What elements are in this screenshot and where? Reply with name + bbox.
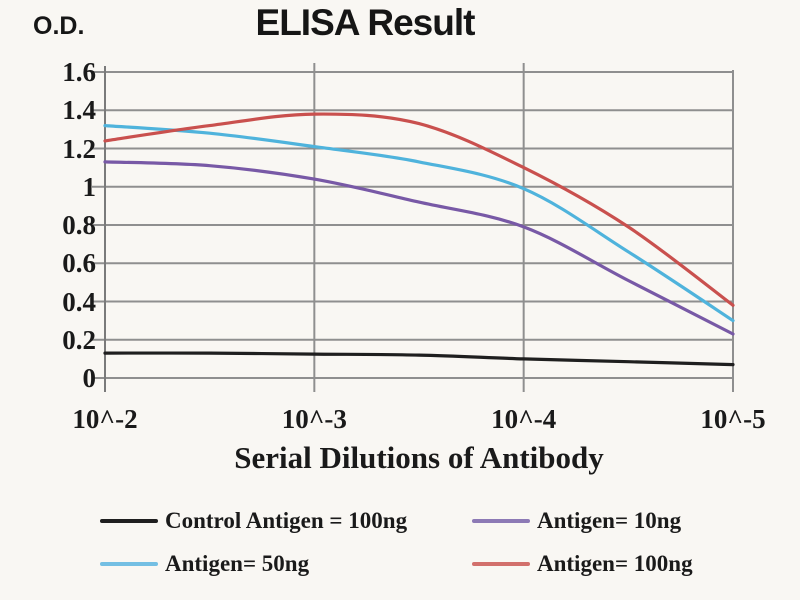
y-tick-label: 0.2 <box>62 324 96 355</box>
legend-item-antigen-10ng: Antigen= 10ng <box>472 508 740 534</box>
legend-swatch-cyan-line <box>100 562 158 566</box>
series-line-antigen-50ng <box>103 124 735 323</box>
y-tick-label: 1.4 <box>62 95 96 126</box>
x-axis-title: Serial Dilutions of Antibody <box>234 440 604 475</box>
chart-legend: Control Antigen = 100ng Antigen= 10ng An… <box>100 508 740 577</box>
legend-item-antigen-100ng: Antigen= 100ng <box>472 551 740 577</box>
y-tick-label: 0.8 <box>62 210 96 240</box>
series-line-antigen-10ng <box>103 160 735 336</box>
x-tick-label: 10^-5 <box>700 404 766 434</box>
y-tick-label: 0 <box>82 363 97 393</box>
chart-title: ELISA Result <box>255 2 476 43</box>
series-line-control-antigen-100ng <box>103 351 735 367</box>
legend-item-control-antigen-100ng: Control Antigen = 100ng <box>100 508 472 534</box>
legend-item-antigen-50ng: Antigen= 50ng <box>100 551 472 577</box>
x-tick-label: 10^-3 <box>281 404 347 434</box>
legend-swatch-purple-line <box>472 519 530 523</box>
legend-label: Antigen= 100ng <box>537 551 693 576</box>
legend-label: Antigen= 10ng <box>537 508 682 533</box>
series-line-antigen-100ng <box>103 112 735 307</box>
legend-label: Control Antigen = 100ng <box>165 508 408 533</box>
legend-label: Antigen= 50ng <box>165 551 310 576</box>
legend-swatch-red-line <box>472 562 530 566</box>
y-tick-label: 1.6 <box>62 57 96 87</box>
y-tick-label: 0.4 <box>62 286 96 317</box>
legend-swatch-black-line <box>100 519 158 523</box>
y-tick-label: 1 <box>82 171 97 202</box>
x-tick-label: 10^-4 <box>491 404 557 434</box>
x-tick-label: 10^-2 <box>72 404 138 434</box>
y-tick-label: 0.6 <box>62 248 96 279</box>
y-tick-label: 1.2 <box>62 133 96 164</box>
y-axis-title: O.D. <box>33 12 85 40</box>
